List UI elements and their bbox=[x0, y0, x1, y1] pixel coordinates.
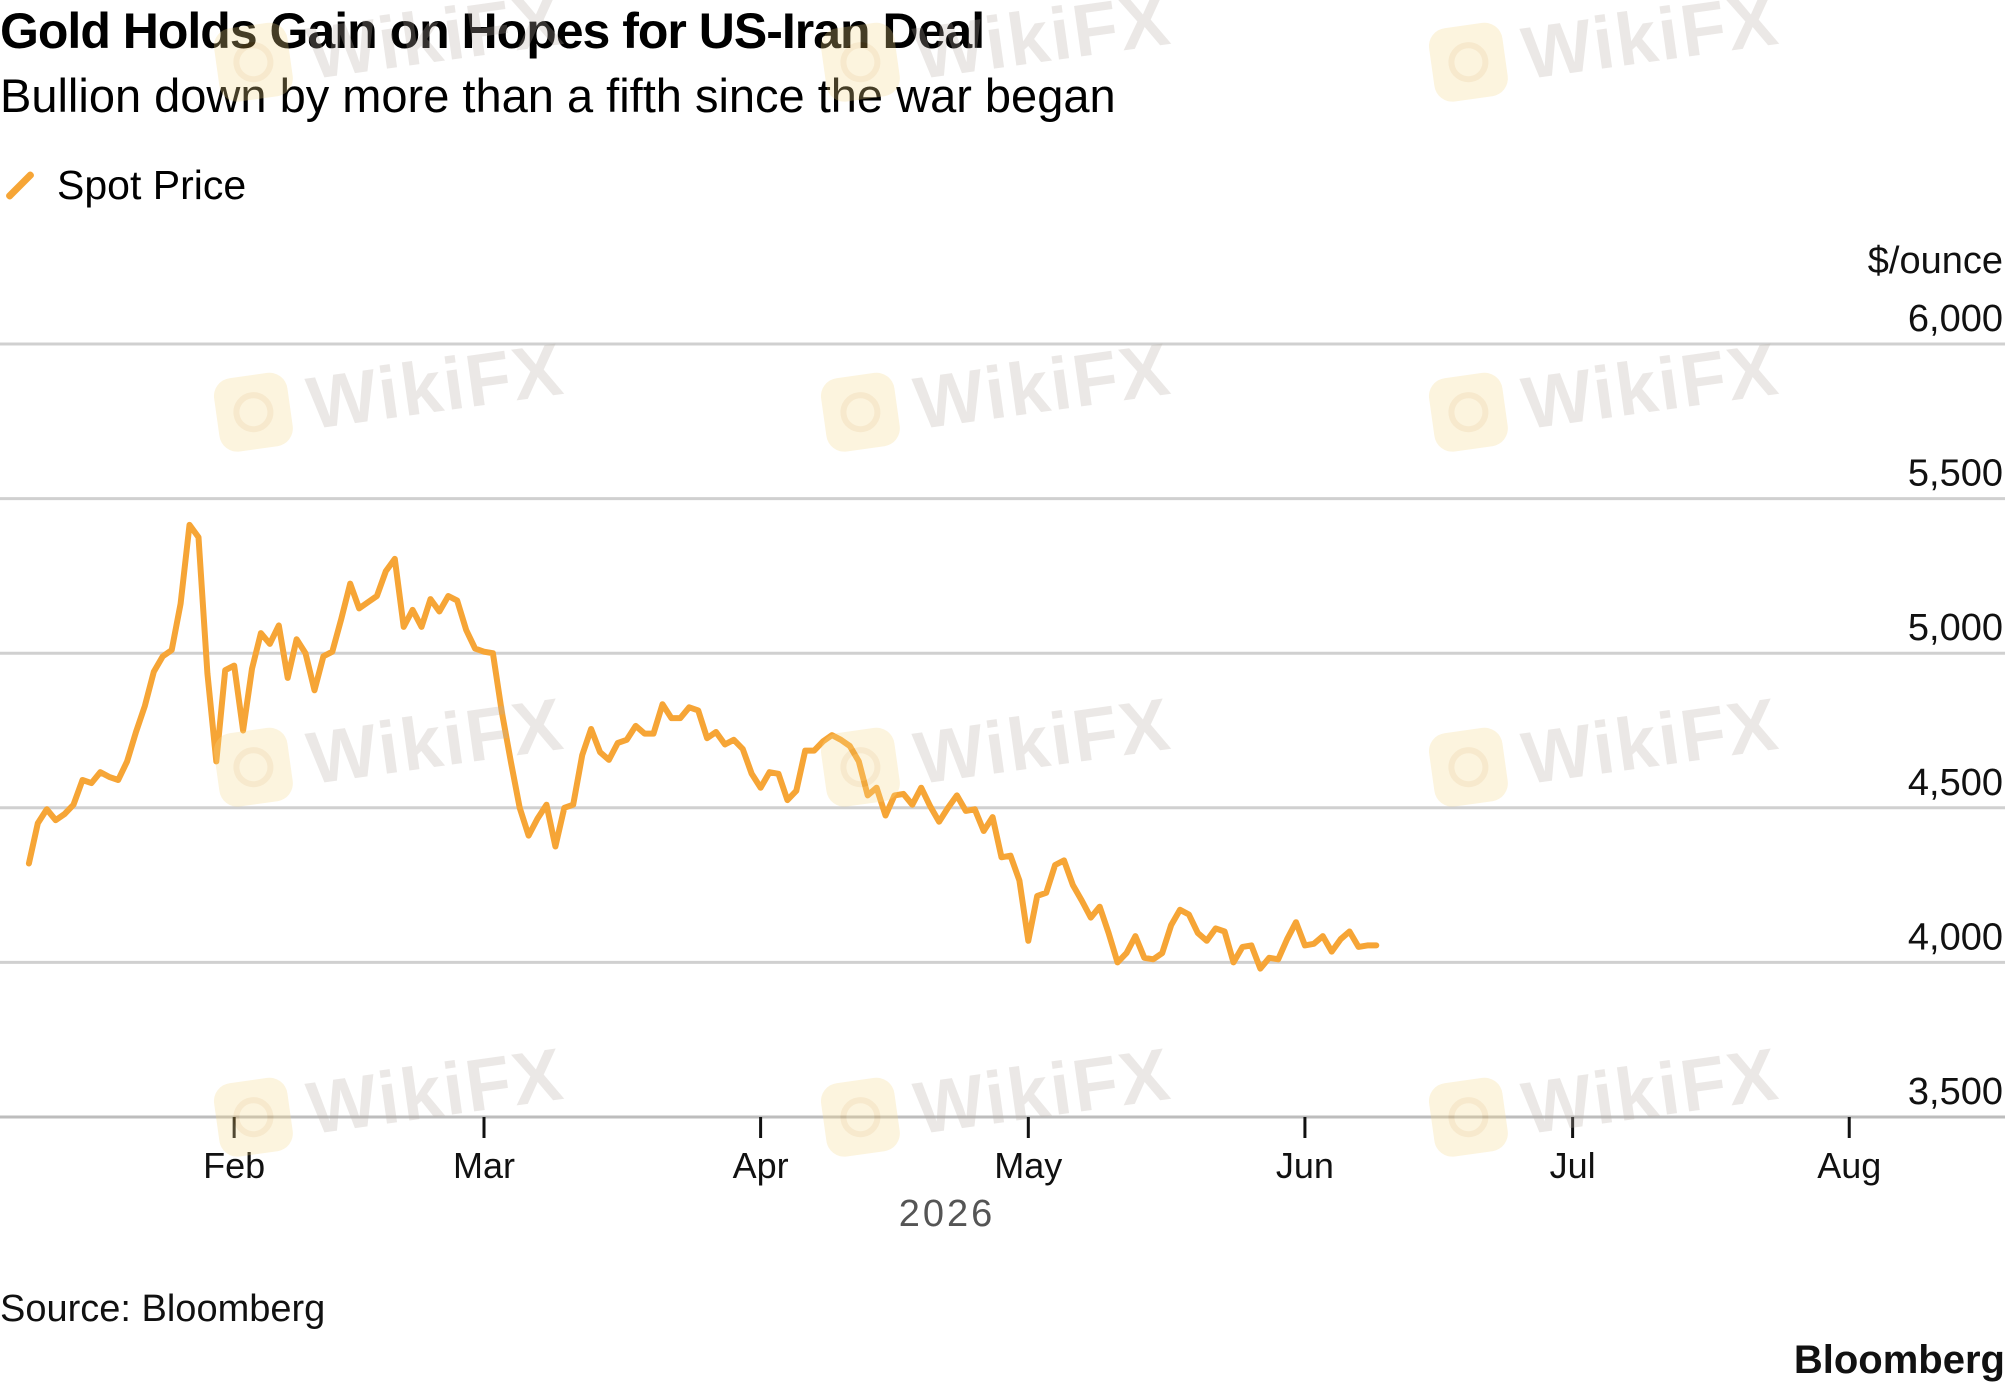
watermark-logo-icon bbox=[1426, 1074, 1511, 1159]
watermark-logo-icon bbox=[818, 19, 903, 104]
y-tick-label: 6,000 bbox=[1908, 298, 2003, 340]
watermark-logo-icon bbox=[818, 369, 903, 454]
source-note: Source: Bloomberg bbox=[0, 1288, 326, 1330]
x-tick-label: May bbox=[994, 1145, 1062, 1186]
legend: Spot Price bbox=[0, 160, 246, 210]
y-tick-label: 5,000 bbox=[1908, 607, 2003, 649]
y-tick-label: 5,500 bbox=[1908, 453, 2003, 495]
x-axis-year-label: 2026 bbox=[899, 1193, 996, 1235]
watermark-logo-icon bbox=[818, 1074, 903, 1159]
watermark-logo-icon bbox=[1426, 19, 1511, 104]
watermark-logo-icon bbox=[211, 1074, 296, 1159]
brand-logo: Bloomberg bbox=[1793, 1338, 2005, 1382]
x-tick-label: Apr bbox=[733, 1145, 789, 1186]
y-axis-tick-labels: 3,500 4,000 4,500 5,000 5,500 6,000 bbox=[1908, 298, 2003, 1113]
y-tick-label: 4,500 bbox=[1908, 762, 2003, 804]
series-group bbox=[25, 521, 1380, 972]
legend-label-spot-price: Spot Price bbox=[57, 161, 247, 208]
x-tick-label: Jun bbox=[1276, 1145, 1334, 1186]
y-axis-unit-label: $/ounce bbox=[1868, 240, 2003, 282]
watermark-logo-icon bbox=[1426, 724, 1511, 809]
x-axis-tick-labels: Feb Mar Apr May Jun Jul Aug bbox=[203, 1145, 1881, 1186]
chart-title: Gold Holds Gain on Hopes for US-Iran Dea… bbox=[0, 3, 985, 59]
watermark-logo-icon bbox=[818, 724, 903, 809]
x-tick-label: Aug bbox=[1817, 1145, 1881, 1186]
chart-subtitle: Bullion down by more than a fifth since … bbox=[0, 69, 1116, 122]
x-tick-label: Mar bbox=[453, 1145, 515, 1186]
x-axis-ticks bbox=[232, 1117, 1851, 1138]
watermark-logo-icon bbox=[211, 724, 296, 809]
y-tick-label: 4,000 bbox=[1908, 916, 2003, 958]
watermark-logo-icon bbox=[1426, 369, 1511, 454]
watermark-logo-icon bbox=[211, 369, 296, 454]
watermark-logo-icon bbox=[211, 19, 296, 104]
gridlines bbox=[0, 342, 2005, 1119]
x-tick-label: Jul bbox=[1550, 1145, 1596, 1186]
x-tick-label: Feb bbox=[203, 1145, 265, 1186]
series-line-spot-price bbox=[25, 521, 1380, 972]
y-tick-label: 3,500 bbox=[1908, 1071, 2003, 1113]
